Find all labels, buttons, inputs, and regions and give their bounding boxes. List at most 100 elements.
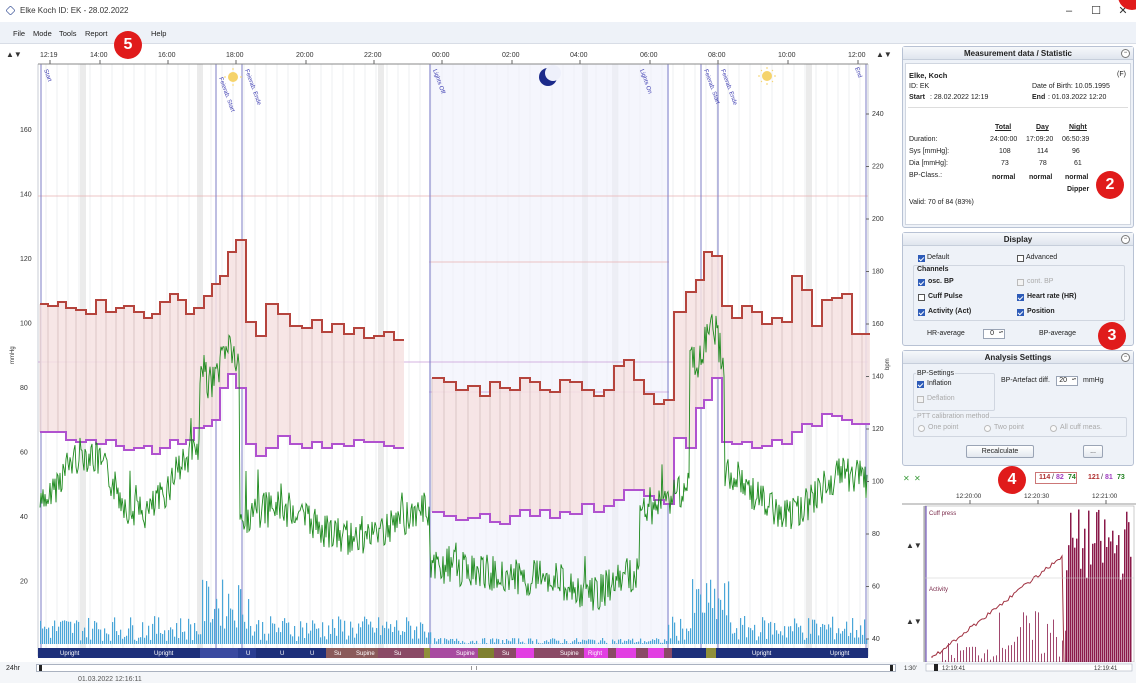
position-label: Su: [334, 651, 341, 657]
systolic-line: [40, 239, 870, 405]
position-bar: [38, 648, 868, 658]
patient-name: Elke, Koch: [909, 71, 948, 80]
ptt-label: PTT calibration method: [916, 413, 991, 420]
nav-prev-icon[interactable]: ✕: [903, 474, 910, 483]
marker-5: 5: [114, 31, 142, 59]
position-label: Position: [1027, 308, 1055, 315]
menu-mode[interactable]: Mode: [33, 29, 52, 38]
deflation-checkbox[interactable]: [917, 396, 924, 403]
artefact-label: BP-Artefact diff.: [1001, 377, 1050, 384]
left-axis-tick: 80: [20, 385, 28, 392]
right-axis-tick: 80: [872, 531, 880, 538]
top-left-arrows[interactable]: ▲▼: [6, 50, 22, 59]
recalculate-button[interactable]: Recalculate: [966, 445, 1034, 458]
reading-1-box[interactable]: [1035, 472, 1077, 484]
collapse-display-button[interactable]: −: [1121, 235, 1130, 244]
hr-average-spinner[interactable]: 0: [983, 329, 1005, 339]
mini-readings-bar: ✕ ✕ 114 / 82 74 121 / 81 73: [903, 472, 1125, 484]
position-label: Upright: [752, 651, 772, 657]
ptt-group: [913, 417, 1127, 437]
sun-icon: [224, 68, 242, 86]
left-axis-tick: 60: [20, 450, 28, 457]
collapse-analysis-button[interactable]: −: [1121, 353, 1130, 362]
activity-bars: [40, 579, 868, 644]
activity-checkbox[interactable]: [918, 309, 925, 316]
timeline-scroll-track[interactable]: [36, 664, 896, 672]
position-checkbox[interactable]: [1017, 309, 1024, 316]
right-axis-tick: 240: [872, 111, 884, 118]
scroll-right-handle[interactable]: [890, 665, 893, 671]
right-axis-tick: 60: [872, 584, 880, 591]
main-bp-chart[interactable]: Upright Upright U U U Su Supine Su Supine Su Supin…: [0, 44, 900, 674]
time-label: 12:00: [848, 52, 866, 59]
main-chart-svg[interactable]: Upright Upright U U U Su Supine Su Supine Su Supin…: [0, 44, 900, 662]
display-panel: Display − Default Advanced Channels osc.…: [902, 232, 1134, 346]
marker-3: 3: [1098, 322, 1126, 350]
moon-icon: [539, 65, 561, 86]
all-cuff-radio[interactable]: [1050, 425, 1057, 432]
dipper-label: Dipper: [1067, 186, 1090, 193]
right-axis-tick: 100: [872, 479, 884, 486]
position-label: Upright: [60, 651, 80, 657]
col-total: Total: [995, 124, 1012, 131]
osc-bp-checkbox[interactable]: [918, 279, 925, 286]
detail-scale-label[interactable]: 1:30': [904, 666, 917, 672]
heart-rate-checkbox[interactable]: [1017, 294, 1024, 301]
inflation-checkbox[interactable]: [917, 381, 924, 388]
row-bpclass-total: normal: [992, 174, 1016, 181]
time-label: 06:00: [640, 52, 658, 59]
close-button[interactable]: ✕: [1118, 5, 1128, 17]
default-checkbox[interactable]: [918, 255, 925, 262]
time-axis-labels: 12:19 14:00 16:00 18:00 20:00 22:00 00:00 02:00…: [40, 52, 866, 64]
collapse-measurement-button[interactable]: −: [1121, 49, 1130, 58]
right-axis-unit: bpm: [885, 358, 891, 370]
row-sys-night: 96: [1072, 148, 1080, 155]
row-sys-day: 114: [1037, 148, 1049, 155]
scroll-grip[interactable]: [471, 666, 477, 670]
timeline-scrollbar[interactable]: 24hr 01.03.2022 12:16:11: [0, 662, 1136, 683]
extra-options-button[interactable]: ...: [1083, 445, 1103, 458]
detail-upper-arrows[interactable]: ▲▼: [906, 541, 922, 550]
row-bpclass-night: normal: [1065, 174, 1089, 181]
all-cuff-label: All cuff meas.: [1060, 424, 1102, 431]
detail-scroll-handle[interactable]: [934, 664, 938, 671]
row-dia-day: 78: [1039, 160, 1047, 167]
menu-help[interactable]: Help: [151, 29, 167, 38]
patient-id: ID: EK: [909, 83, 930, 90]
heart-rate-label: Heart rate (HR): [1027, 293, 1077, 300]
one-point-radio[interactable]: [918, 425, 925, 432]
left-axis-tick: 120: [20, 256, 32, 263]
end-value: : 01.03.2022 12:20: [1048, 94, 1107, 101]
menu-file[interactable]: File: [13, 29, 26, 38]
right-axis-tick: 40: [872, 636, 880, 643]
top-right-arrows[interactable]: ▲▼: [876, 50, 892, 59]
reading-2-sys: 121: [1088, 474, 1100, 481]
valid-count: Valid: 70 of 84 (83%): [909, 199, 974, 206]
time-label: 02:00: [502, 52, 520, 59]
advanced-checkbox[interactable]: [1017, 255, 1024, 262]
detail-chart-svg[interactable]: 12:20:00 12:20:30 12:21:00 Cuff press Acti…: [902, 486, 1136, 674]
advanced-label: Advanced: [1026, 254, 1058, 261]
maximize-button[interactable]: ☐: [1091, 5, 1101, 17]
cont-bp-checkbox[interactable]: [1017, 279, 1024, 286]
bp-average-label: BP-average: [1039, 330, 1076, 337]
row-dia-night: 61: [1074, 160, 1082, 167]
time-label: 00:00: [432, 52, 450, 59]
reading-1-dia: 82: [1056, 474, 1064, 481]
artefact-spinner[interactable]: 20: [1056, 376, 1078, 386]
scroll-left-handle[interactable]: [39, 665, 42, 671]
reading-2-hr: 73: [1117, 474, 1125, 481]
menu-report[interactable]: Report: [85, 29, 108, 38]
two-point-radio[interactable]: [984, 425, 991, 432]
osc-bp-label: osc. BP: [928, 278, 954, 285]
nav-next-icon[interactable]: ✕: [914, 474, 921, 483]
right-axis-tick: 140: [872, 374, 884, 381]
minimize-button[interactable]: –: [1065, 5, 1073, 17]
cuff-pulse-checkbox[interactable]: [918, 294, 925, 301]
inflation-label: Inflation: [927, 380, 952, 387]
detail-lower-arrows[interactable]: ▲▼: [906, 617, 922, 626]
zoom-label[interactable]: 24hr: [6, 665, 21, 672]
detail-scroll-track[interactable]: [925, 663, 1133, 672]
menu-tools[interactable]: Tools: [59, 29, 77, 38]
detail-chart[interactable]: 12:20:00 12:20:30 12:21:00 Cuff press Acti…: [902, 486, 1136, 674]
